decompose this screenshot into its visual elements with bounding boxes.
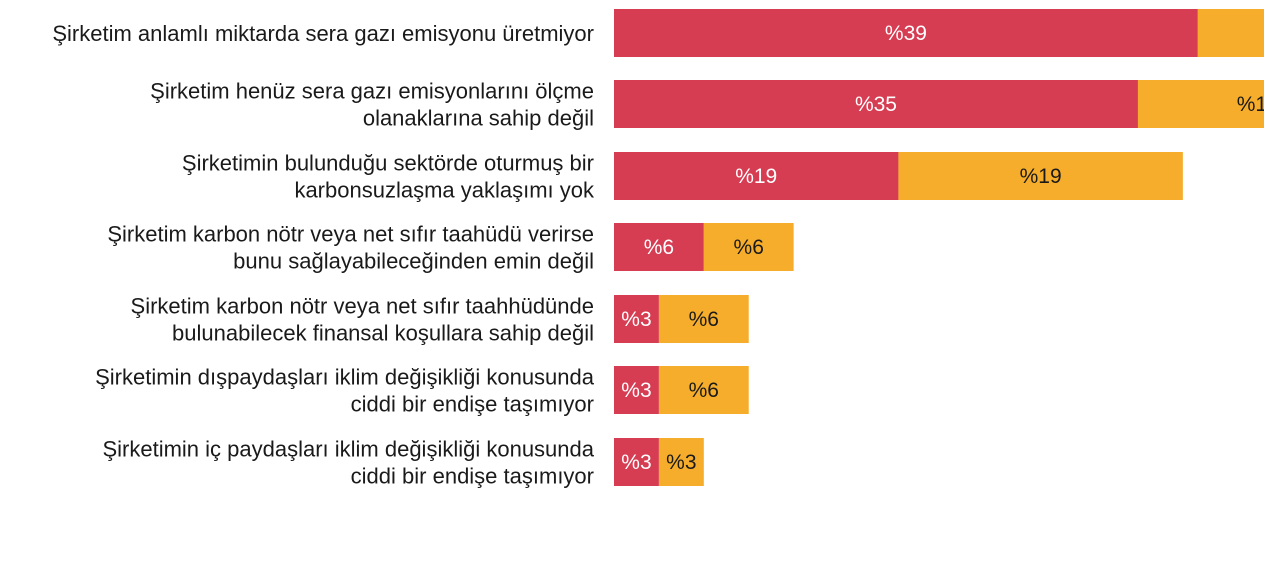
bar-segment bbox=[703, 223, 794, 271]
data-label: %3 bbox=[621, 451, 651, 474]
bar-segment bbox=[614, 438, 659, 486]
bar-segment bbox=[1197, 9, 1264, 57]
category-label-line: Şirketim karbon nötr veya net sıfır taah… bbox=[131, 294, 594, 319]
data-label: %16 bbox=[1237, 93, 1264, 116]
data-label: %3 bbox=[621, 379, 651, 402]
bar-segment bbox=[658, 295, 749, 343]
category-label: Şirketimin dışpaydaşları iklim değişikli… bbox=[95, 365, 595, 417]
data-label: %19 bbox=[1020, 165, 1062, 188]
bar-segment bbox=[614, 9, 1198, 57]
bar-segment bbox=[614, 366, 659, 414]
data-label: %6 bbox=[689, 308, 719, 331]
category-label: Şirketim henüz sera gazı emisyonlarını ö… bbox=[150, 79, 594, 131]
category-label-line: bulunabilecek finansal koşullara sahip d… bbox=[172, 321, 594, 346]
category-label-line: Şirketim henüz sera gazı emisyonlarını ö… bbox=[150, 79, 594, 104]
category-label-line: ciddi bir endişe taşımıyor bbox=[351, 464, 594, 489]
category-label-line: Şirketimin iç paydaşları iklim değişikli… bbox=[102, 437, 594, 462]
category-label: Şirketimin iç paydaşları iklim değişikli… bbox=[102, 437, 594, 489]
category-label: Şirketim karbon nötr veya net sıfır taah… bbox=[131, 294, 594, 346]
category-label: Şirketim karbon nötr veya net sıfır taah… bbox=[107, 222, 594, 274]
data-label: %35 bbox=[855, 93, 897, 116]
bar-segment bbox=[614, 152, 899, 200]
category-label: Şirketimin bulunduğu sektörde oturmuş bi… bbox=[182, 151, 595, 203]
data-label: %19 bbox=[735, 165, 777, 188]
data-label: %3 bbox=[666, 451, 696, 474]
bar-segment bbox=[658, 366, 749, 414]
bar-segment bbox=[614, 80, 1138, 128]
category-label-line: Şirketimin bulunduğu sektörde oturmuş bi… bbox=[182, 151, 594, 176]
category-label-line: Şirketim karbon nötr veya net sıfır taah… bbox=[107, 222, 594, 247]
bar-segment bbox=[658, 438, 704, 486]
category-label: Şirketim anlamlı miktarda sera gazı emis… bbox=[52, 21, 594, 46]
data-label: %6 bbox=[644, 236, 674, 259]
category-label-line: ciddi bir endişe taşımıyor bbox=[351, 392, 594, 417]
category-label-line: bunu sağlayabileceğinden emin değil bbox=[233, 249, 594, 274]
data-label: %6 bbox=[734, 236, 764, 259]
bar-segment bbox=[1137, 80, 1264, 128]
bar-segment bbox=[898, 152, 1183, 200]
bar-segment bbox=[614, 223, 704, 271]
category-label-line: olanaklarına sahip değil bbox=[363, 106, 594, 131]
category-label-line: karbonsuzlaşma yaklaşımı yok bbox=[294, 178, 595, 203]
category-label-line: Şirketimin dışpaydaşları iklim değişikli… bbox=[95, 365, 595, 390]
data-label: %39 bbox=[885, 22, 927, 45]
bar-segment bbox=[614, 295, 659, 343]
category-label-line: Şirketim anlamlı miktarda sera gazı emis… bbox=[52, 21, 594, 46]
data-label: %3 bbox=[621, 308, 651, 331]
data-label: %6 bbox=[689, 379, 719, 402]
